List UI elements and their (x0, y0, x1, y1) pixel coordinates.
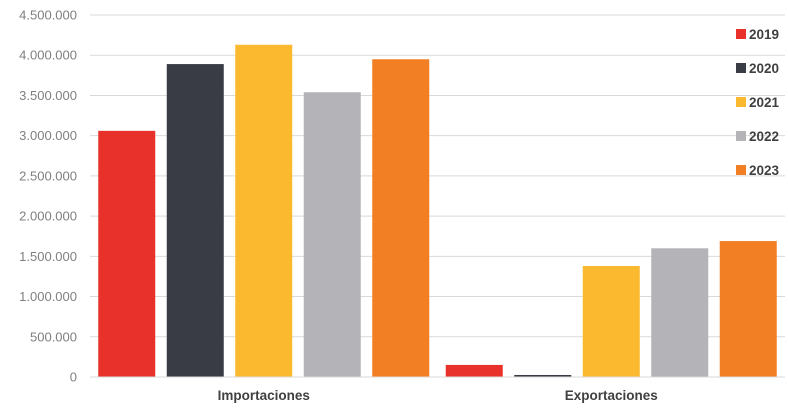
legend-swatch-2021 (736, 97, 746, 107)
y-axis-tick-labels: 0 500.000 1.000.000 1.500.000 2.000.000 2.500… (19, 8, 77, 385)
y-tick-label: 3.000.000 (19, 128, 77, 143)
y-tick-label: 2.500.000 (19, 168, 77, 183)
legend-swatch-2022 (736, 131, 746, 141)
legend-label-2022: 2022 (749, 129, 779, 144)
y-tick-label: 1.500.000 (19, 249, 77, 264)
legend-swatch-2023 (736, 165, 746, 175)
bars (98, 44, 777, 378)
x-category-label: Exportaciones (565, 388, 658, 403)
y-tick-label: 500.000 (30, 329, 77, 344)
bar-exportaciones-2023 (719, 241, 777, 377)
bar-importaciones-2023 (372, 59, 430, 377)
bar-exportaciones-2022 (651, 248, 709, 377)
y-tick-label: 1.000.000 (19, 289, 77, 304)
legend-label-2019: 2019 (749, 27, 779, 42)
y-tick-label: 4.000.000 (19, 48, 77, 63)
bar-exportaciones-2020 (514, 374, 572, 377)
y-tick-label: 0 (70, 370, 77, 385)
bar-exportaciones-2019 (445, 364, 503, 377)
y-tick-label: 3.500.000 (19, 88, 77, 103)
bar-importaciones-2022 (303, 92, 361, 377)
legend-swatch-2020 (736, 63, 746, 73)
y-tick-label: 4.500.000 (19, 8, 77, 23)
legend-label-2020: 2020 (749, 61, 779, 76)
bar-importaciones-2021 (235, 44, 293, 378)
bar-importaciones-2020 (166, 64, 224, 378)
legend-swatch-2019 (736, 29, 746, 39)
y-tick-label: 2.000.000 (19, 209, 77, 224)
legend-label-2021: 2021 (749, 95, 780, 110)
bar-importaciones-2019 (98, 130, 156, 377)
legend-label-2023: 2023 (749, 163, 780, 178)
x-axis-category-labels: Importaciones Exportaciones (218, 388, 658, 403)
legend: 2019 2020 2021 2022 2023 (736, 27, 780, 178)
bar-exportaciones-2021 (582, 265, 640, 377)
x-category-label: Importaciones (218, 388, 310, 403)
